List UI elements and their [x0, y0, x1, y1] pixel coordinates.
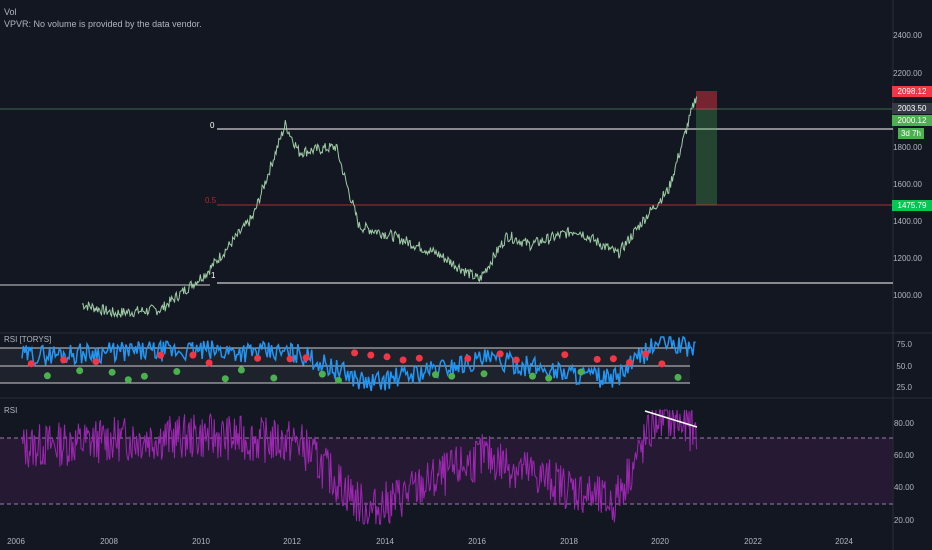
rsi-torys-marker-h — [335, 376, 342, 384]
rsi-torys-marker-h — [674, 373, 682, 381]
time-axis-label: 2016 — [468, 537, 486, 546]
time-axis-label: 2006 — [7, 537, 25, 546]
price-axis-label: 2400.00 — [893, 31, 922, 40]
fib-label-1: 1 — [211, 271, 216, 280]
stop-loss-zone[interactable] — [696, 91, 717, 109]
price-axis-label: 2200.00 — [893, 69, 922, 78]
rsi-torys-marker-d — [302, 354, 310, 362]
price-axis-label: 1400.00 — [893, 217, 922, 226]
rsi-torys-marker-d — [642, 350, 650, 358]
rsi-torys-marker-d — [464, 355, 472, 362]
rsi-torys-axis-label: 50.0 — [896, 362, 912, 371]
time-axis-label: 2018 — [560, 537, 578, 546]
legend-vpvr: VPVR: No volume is provided by the data … — [4, 19, 202, 29]
fib-label-0: 0 — [210, 121, 215, 130]
take-profit-zone[interactable] — [696, 109, 717, 205]
rsi-torys-marker-h — [43, 372, 51, 380]
rsi-torys-marker-d — [205, 359, 213, 367]
rsi-torys-marker-h — [318, 370, 326, 378]
rsi-torys-marker-h — [237, 366, 245, 374]
target-price-tag[interactable]: 1475.79 — [892, 200, 932, 211]
rsi-axis-label: 40.00 — [893, 483, 914, 492]
rsi-torys-marker-h — [124, 376, 132, 384]
rsi-torys-marker-d — [254, 354, 262, 362]
rsi-line — [21, 409, 697, 525]
price-axis-label: 1600.00 — [893, 180, 922, 189]
rsi-label: RSI — [4, 406, 18, 415]
time-axis-label: 2022 — [744, 537, 762, 546]
rsi-torys-marker-d — [593, 355, 601, 363]
rsi-torys-marker-d — [157, 351, 165, 359]
rsi-torys-marker-d — [27, 360, 35, 368]
time-axis-label: 2014 — [376, 537, 394, 546]
rsi-torys-marker-h — [545, 374, 553, 382]
rsi-torys-marker-d — [92, 358, 100, 366]
rsi-torys-marker-h — [577, 368, 585, 376]
rsi-torys-marker-h — [173, 368, 181, 375]
rsi-torys-marker-h — [270, 374, 278, 382]
rsi-torys-marker-h — [448, 372, 456, 380]
legend-vol: Vol — [4, 7, 17, 17]
rsi-torys-marker-d — [351, 349, 359, 357]
rsi-torys-marker-h — [221, 375, 229, 383]
price-axis-label: 1000.00 — [893, 291, 922, 300]
rsi-torys-marker-h — [432, 371, 439, 379]
rsi-torys-marker-d — [286, 355, 294, 363]
price-axis-label: 1800.00 — [893, 143, 922, 152]
rsi-torys-marker-d — [367, 351, 375, 359]
rsi-torys-label: RSI [TORYS] — [4, 335, 52, 344]
stop-price-tag[interactable]: 2098.12 — [892, 86, 932, 97]
rsi-torys-marker-h — [140, 372, 148, 380]
rsi-axis-label: 20.00 — [893, 516, 914, 525]
rsi-torys-marker-d — [60, 356, 68, 364]
high-price-tag[interactable]: 2003.50 — [892, 103, 932, 114]
rsi-torys-marker-d — [415, 354, 423, 362]
current-price-tag[interactable]: 2000.12 — [892, 115, 932, 126]
rsi-torys-marker-h — [480, 370, 488, 378]
rsi-torys-marker-d — [512, 356, 520, 364]
fib-label-05: 0.5 — [205, 196, 217, 205]
time-axis-label: 2010 — [192, 537, 210, 546]
time-axis-label: 2024 — [835, 537, 853, 546]
price-candles — [81, 96, 697, 319]
rsi-background-band — [0, 438, 893, 504]
rsi-torys-marker-d — [609, 355, 617, 363]
divergence-trendline[interactable] — [644, 410, 698, 428]
price-axis-label: 1200.00 — [893, 254, 922, 263]
rsi-torys-marker-d — [561, 351, 569, 359]
rsi-torys-axis-label: 75.0 — [896, 340, 912, 349]
rsi-torys-line — [21, 335, 696, 392]
rsi-torys-marker-h — [76, 367, 84, 375]
rsi-torys-markers — [27, 349, 682, 384]
rsi-axis-label: 60.00 — [893, 451, 914, 460]
time-axis-label: 2012 — [283, 537, 301, 546]
rsi-torys-marker-d — [399, 356, 407, 364]
rsi-torys-axis-label: 25.0 — [896, 383, 912, 392]
time-axis-label: 2008 — [100, 537, 118, 546]
time-axis-label: 2020 — [651, 537, 669, 546]
rsi-torys-marker-d — [626, 359, 633, 366]
rsi-torys-marker-d — [496, 350, 504, 358]
countdown-tag: 3d 7h — [898, 128, 924, 139]
rsi-torys-marker-d — [189, 351, 197, 359]
rsi-torys-marker-h — [108, 368, 116, 376]
rsi-torys-marker-d — [658, 360, 666, 368]
rsi-axis-label: 80.00 — [893, 419, 914, 428]
rsi-torys-marker-h — [529, 372, 536, 380]
rsi-torys-marker-d — [383, 353, 391, 361]
